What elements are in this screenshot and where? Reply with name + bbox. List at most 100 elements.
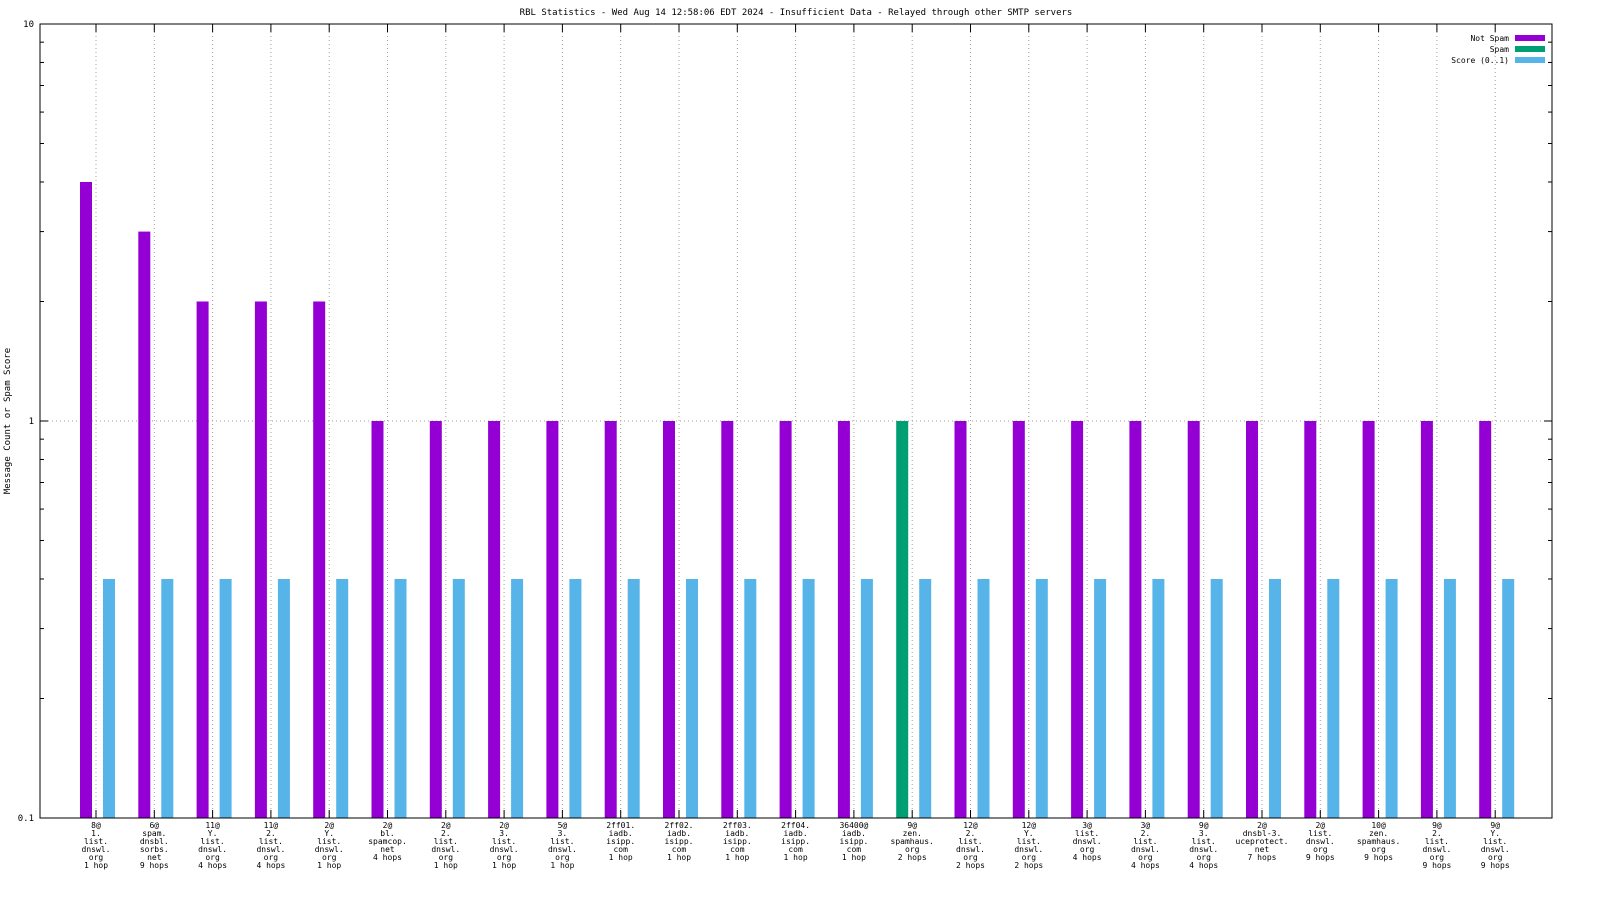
bar-score-0-1 bbox=[511, 578, 524, 818]
x-tick-label: iadb. bbox=[725, 829, 749, 838]
x-tick-label: 36400@ bbox=[839, 821, 868, 830]
bar-not-spam bbox=[1246, 421, 1258, 818]
x-tick-label: 8@ bbox=[91, 821, 101, 830]
x-tick-label: list. bbox=[958, 837, 982, 846]
bar-not-spam bbox=[1012, 421, 1025, 818]
x-tick-label: org bbox=[497, 853, 512, 862]
x-tick-label: 2 hops bbox=[1014, 861, 1043, 870]
bar-score-0-1 bbox=[1502, 578, 1515, 818]
x-tick-label: net bbox=[1255, 845, 1270, 854]
x-tick-label: isipp. bbox=[723, 837, 752, 846]
x-tick-label: dnswl. bbox=[490, 845, 519, 854]
x-tick-label: 6@ bbox=[149, 821, 159, 830]
x-tick-label: list. bbox=[1425, 837, 1449, 846]
x-tick-label: list. bbox=[1308, 829, 1332, 838]
x-tick-label: 2ff04. bbox=[781, 821, 810, 830]
x-tick-label: 2ff03. bbox=[723, 821, 752, 830]
x-tick-label: dnswl. bbox=[956, 845, 985, 854]
x-tick-label: 9 hops bbox=[1481, 861, 1510, 870]
x-tick-label: com bbox=[613, 845, 628, 854]
x-tick-label: 9@ bbox=[1432, 821, 1442, 830]
x-tick-label: 2 hops bbox=[956, 861, 985, 870]
x-tick-label: org bbox=[1430, 853, 1445, 862]
x-tick-label: spamhaus. bbox=[891, 837, 934, 846]
bar-score-0-1 bbox=[1327, 578, 1340, 818]
x-tick-label: list. bbox=[1017, 837, 1041, 846]
x-tick-label: dnsbl. bbox=[140, 837, 169, 846]
x-tick-label: 9 hops bbox=[1422, 861, 1451, 870]
x-tick-label: isipp. bbox=[839, 837, 868, 846]
x-tick-label: 2@ bbox=[1257, 821, 1267, 830]
bar-not-spam bbox=[429, 421, 442, 818]
x-tick-label: iadb. bbox=[667, 829, 691, 838]
x-tick-label: 2@ bbox=[383, 821, 393, 830]
x-tick-label: list. bbox=[492, 837, 516, 846]
x-tick-label: 2 hops bbox=[898, 853, 927, 862]
x-tick-label: net bbox=[380, 845, 395, 854]
x-tick-label: 5@ bbox=[558, 821, 568, 830]
x-tick-label: org bbox=[1196, 853, 1211, 862]
x-tick-label: list. bbox=[434, 837, 458, 846]
x-tick-label: com bbox=[672, 845, 687, 854]
bar-score-0-1 bbox=[860, 578, 873, 818]
x-tick-label: 2. bbox=[1141, 829, 1151, 838]
bar-score-0-1 bbox=[1210, 578, 1223, 818]
legend-label: Not Spam bbox=[1470, 34, 1509, 43]
x-tick-label: 2@ bbox=[1315, 821, 1325, 830]
x-tick-label: 11@ bbox=[264, 821, 279, 830]
x-tick-label: zen. bbox=[1369, 829, 1388, 838]
x-tick-label: org bbox=[205, 853, 220, 862]
bar-not-spam bbox=[1362, 421, 1375, 818]
x-tick-label: org bbox=[1488, 853, 1503, 862]
x-tick-label: list. bbox=[1075, 829, 1099, 838]
x-tick-label: 2ff01. bbox=[606, 821, 635, 830]
bar-score-0-1 bbox=[627, 578, 640, 818]
bar-not-spam bbox=[721, 421, 734, 818]
legend-swatch bbox=[1515, 46, 1545, 52]
x-tick-label: list. bbox=[1483, 837, 1507, 846]
bar-not-spam bbox=[254, 301, 267, 818]
x-tick-label: list. bbox=[201, 837, 225, 846]
x-tick-label: 1 hop bbox=[492, 861, 516, 870]
x-tick-label: list. bbox=[84, 837, 108, 846]
x-tick-label: list. bbox=[259, 837, 283, 846]
x-tick-label: org bbox=[89, 853, 104, 862]
bar-not-spam bbox=[954, 421, 967, 818]
x-tick-label: list. bbox=[317, 837, 341, 846]
x-tick-label: dnswl. bbox=[1131, 845, 1160, 854]
x-tick-label: bl. bbox=[380, 829, 394, 838]
x-tick-label: isipp. bbox=[665, 837, 694, 846]
x-tick-label: 9 hops bbox=[140, 861, 169, 870]
x-tick-label: dnswl. bbox=[548, 845, 577, 854]
bar-not-spam bbox=[138, 231, 151, 818]
x-tick-label: 1 hop bbox=[667, 853, 691, 862]
x-tick-label: dnswl. bbox=[1481, 845, 1510, 854]
bar-score-0-1 bbox=[1443, 578, 1456, 818]
x-tick-label: com bbox=[730, 845, 745, 854]
x-tick-label: 1 hop bbox=[434, 861, 458, 870]
x-tick-label: 1. bbox=[91, 829, 101, 838]
bar-score-0-1 bbox=[1385, 578, 1398, 818]
x-tick-label: 1 hop bbox=[842, 853, 866, 862]
bar-not-spam bbox=[488, 421, 501, 818]
x-tick-label: dnswl. bbox=[315, 845, 344, 854]
x-tick-label: 1 hop bbox=[317, 861, 341, 870]
bar-score-0-1 bbox=[452, 578, 465, 818]
x-tick-label: 3. bbox=[558, 829, 568, 838]
bar-not-spam bbox=[1420, 421, 1433, 818]
bar-not-spam bbox=[1304, 421, 1317, 818]
x-tick-label: 9 hops bbox=[1306, 853, 1335, 862]
x-tick-label: org bbox=[264, 853, 279, 862]
x-tick-label: isipp. bbox=[606, 837, 635, 846]
x-tick-label: Y. bbox=[1490, 829, 1500, 838]
bar-score-0-1 bbox=[569, 578, 582, 818]
x-tick-label: org bbox=[1022, 853, 1037, 862]
x-tick-label: isipp. bbox=[781, 837, 810, 846]
x-tick-label: 9@ bbox=[907, 821, 917, 830]
x-tick-label: org bbox=[963, 853, 978, 862]
x-tick-label: 4 hops bbox=[373, 853, 402, 862]
x-tick-label: Y. bbox=[208, 829, 218, 838]
x-tick-label: 4 hops bbox=[198, 861, 227, 870]
y-tick-label: 10 bbox=[23, 20, 34, 30]
